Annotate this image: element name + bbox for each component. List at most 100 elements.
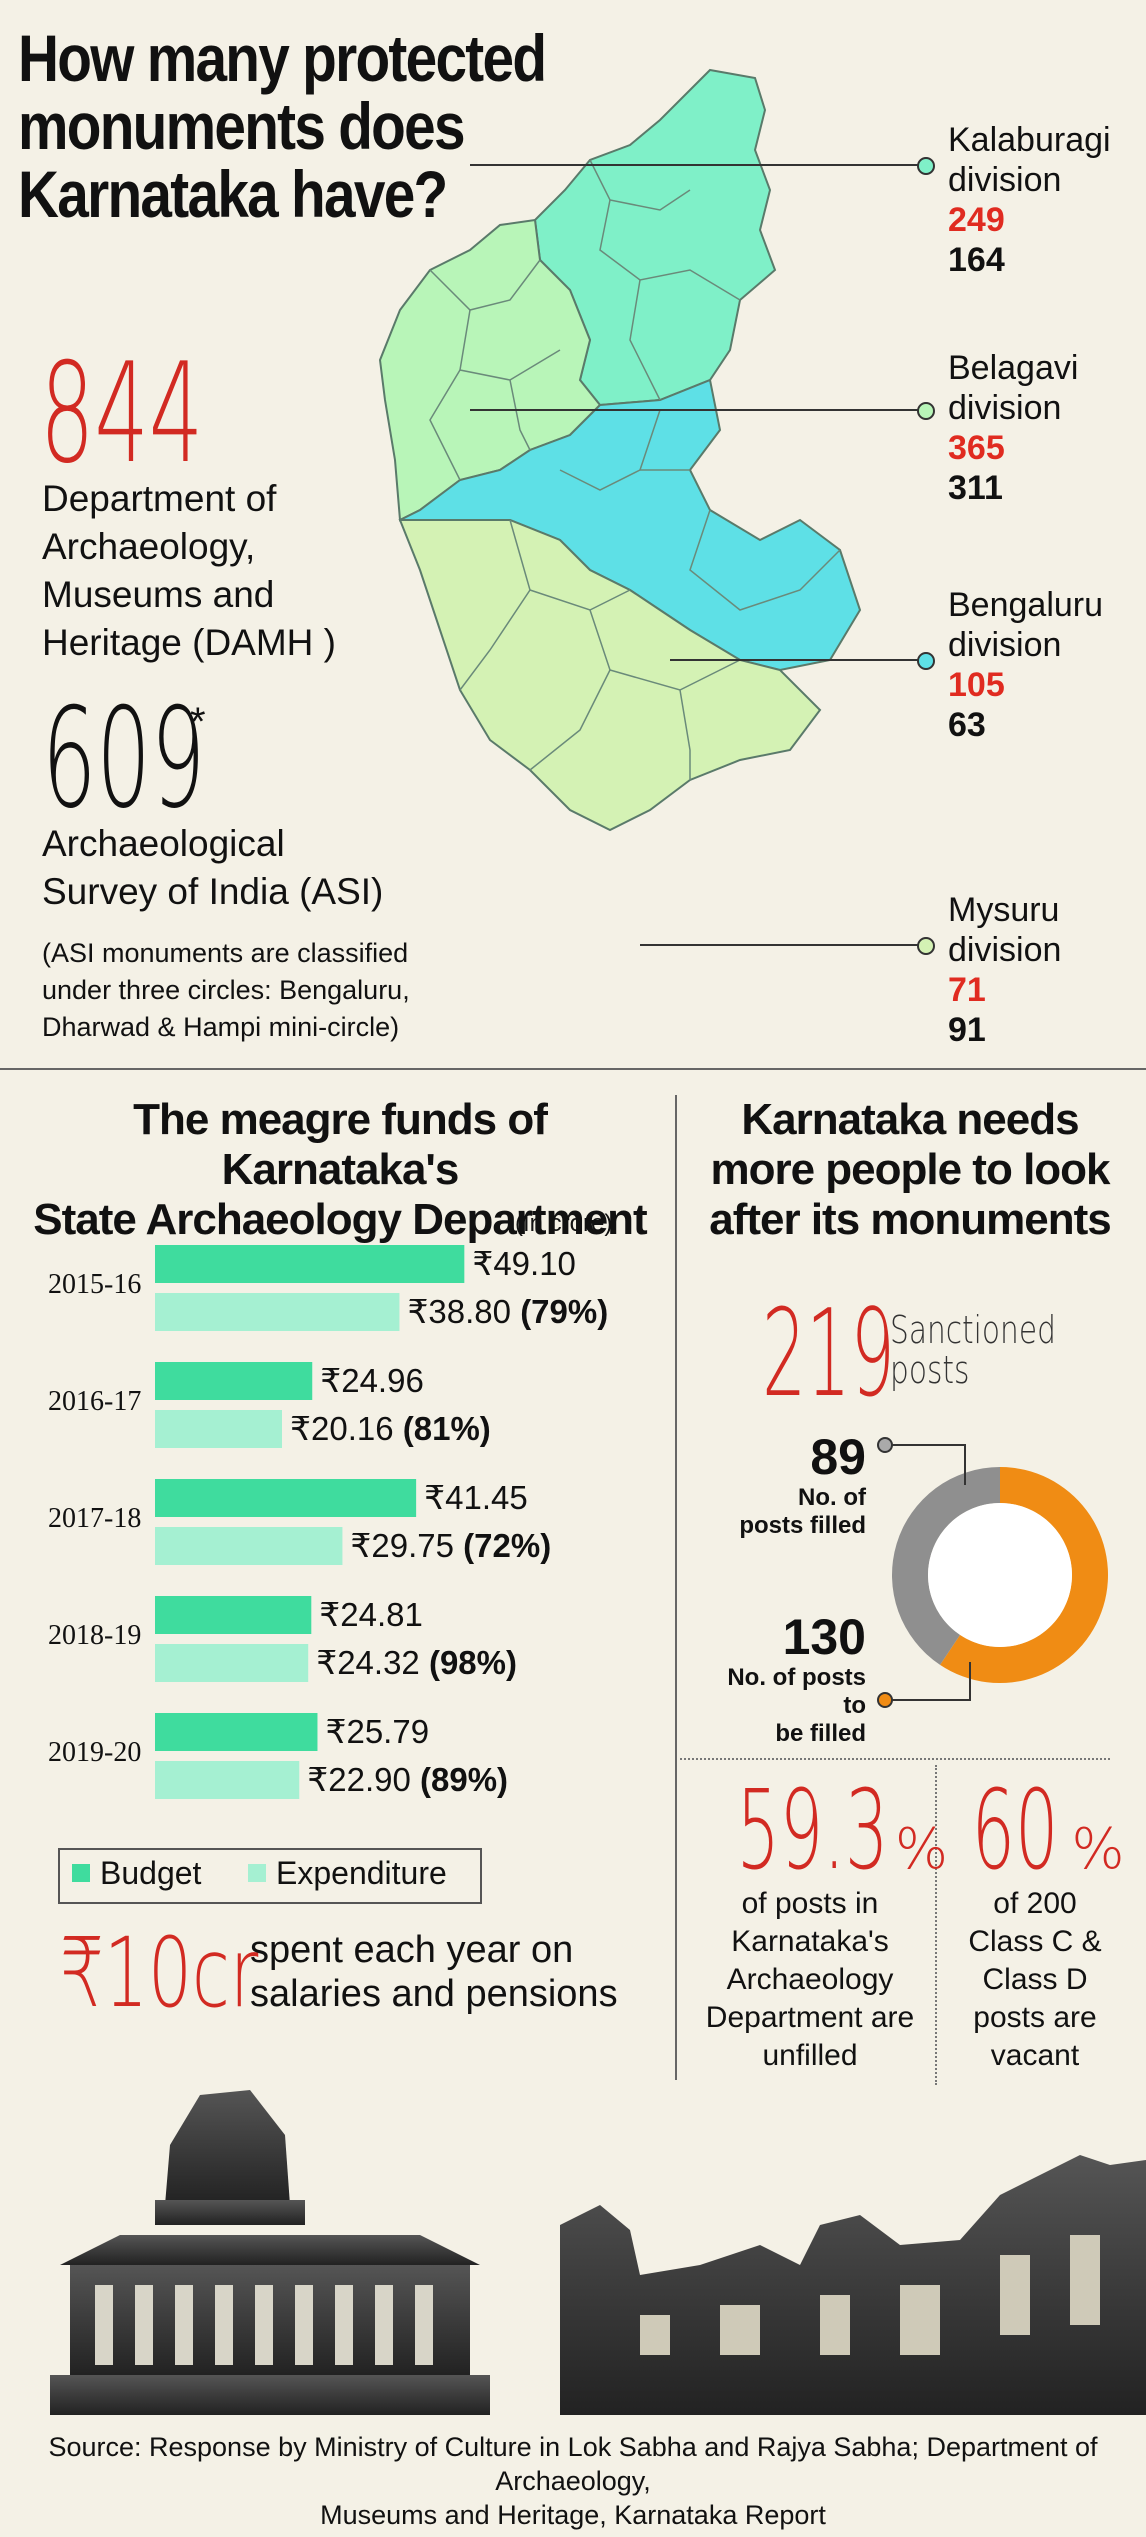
funds-title-line: State Archaeology Department (33, 1195, 647, 1244)
column-divider (675, 1095, 677, 2080)
damh-label: Department of Archaeology, Museums and H… (42, 475, 336, 667)
expenditure-pct-label: (81%) (403, 1410, 491, 1447)
budget-bar (155, 1479, 417, 1517)
budget-bar (155, 1713, 318, 1751)
division-damh-count: 249 (948, 201, 1005, 239)
staff-title: Karnataka needs more people to look afte… (690, 1095, 1130, 1245)
damh-label-line: Museums and (42, 574, 275, 615)
year-label: 2018-19 (48, 1620, 141, 1651)
division-name-suffix: division (948, 626, 1062, 664)
map-region-mysuru (398, 519, 822, 832)
stat-unfilled-text: of posts in Karnataka's Archaeology Depa… (690, 1885, 930, 2075)
donut-slice-filled (892, 1467, 1000, 1665)
budget-value-label: ₹24.96 (320, 1362, 424, 1399)
expenditure-pct-label: (79%) (520, 1293, 608, 1330)
salaries-text: spent each year on salaries and pensions (250, 1928, 618, 2016)
division-name: Kalaburagi (948, 121, 1111, 159)
expenditure-value-label: ₹29.75 (72%) (350, 1527, 551, 1564)
stats-dotted-column (935, 1765, 937, 2085)
section-divider (0, 1068, 1146, 1070)
posts-donut-chart (892, 1467, 1108, 1683)
asi-label: Archaeological Survey of India (ASI) (42, 820, 383, 916)
stat-text-line: Archaeology (726, 1963, 894, 1996)
filled-callout: 89 No. of posts filled (710, 1430, 866, 1540)
title-line-2: monuments does (18, 89, 466, 163)
stat-vacant-unit: % (1071, 1817, 1125, 1882)
title-line-1: How many protected (18, 21, 547, 95)
funds-title: The meagre funds of Karnataka's State Ar… (20, 1095, 660, 1245)
pointer-dot-belagavi (917, 402, 935, 420)
budget-bar (155, 1245, 465, 1283)
salaries-text-line: spent each year on (250, 1929, 574, 1971)
pointer-dot-kalaburagi (917, 157, 935, 175)
temple-left (50, 2090, 490, 2415)
donut-callout-lines (877, 1437, 971, 1708)
division-damh-count: 365 (948, 429, 1005, 467)
division-pointers (470, 164, 920, 946)
stat-vacant: 60% of 200 Class C & Class D posts are v… (945, 1775, 1125, 2075)
unit-label: (In crore) (515, 1210, 613, 1237)
stat-text-line: Class D (982, 1963, 1088, 1996)
expenditure-bar (155, 1293, 400, 1331)
salaries-text-line: salaries and pensions (250, 1973, 618, 2015)
expenditure-value-label: ₹24.32 (98%) (316, 1644, 517, 1681)
monument-illustration (50, 2090, 1146, 2415)
division-name-suffix: division (948, 161, 1062, 199)
damh-label-line: Department of (42, 478, 277, 519)
expenditure-value-label: ₹20.16 (81%) (290, 1410, 491, 1447)
division-name: Bengaluru (948, 586, 1104, 624)
division-name-suffix: division (948, 389, 1062, 427)
filled-label-line: posts filled (739, 1512, 866, 1539)
asi-note-line: (ASI monuments are classified (42, 938, 409, 968)
stat-unfilled-value: 59.3% (690, 1766, 949, 1894)
karnataka-map (378, 68, 920, 946)
stat-text-line: Class C & (968, 1925, 1102, 1958)
temple-right (560, 2155, 1146, 2415)
year-label: 2015-16 (48, 1269, 141, 1300)
year-label: 2019-20 (48, 1737, 141, 1768)
division-asi-count: 164 (948, 241, 1005, 279)
legend-swatch-expenditure (248, 1864, 266, 1882)
district-borders (429, 159, 841, 780)
stat-unfilled-number: 59.3 (736, 1766, 889, 1894)
division-kalaburagi: Kalaburagi division 249 164 (948, 120, 1111, 280)
budget-value-label: ₹49.10 (472, 1245, 576, 1282)
damh-label-line: Heritage (DAMH ) (42, 622, 336, 663)
division-name-suffix: division (948, 931, 1062, 969)
expenditure-value-label: ₹38.80 (79%) (407, 1293, 608, 1330)
legend-budget: Budget (100, 1855, 202, 1891)
asi-note-line: under three circles: Bengaluru, (42, 975, 410, 1005)
stat-vacant-value: 60% (945, 1775, 1125, 1885)
sanctioned-count: 219 (762, 1285, 895, 1424)
source-note: Source: Response by Ministry of Culture … (0, 2430, 1146, 2532)
to-fill-count: 130 (782, 1609, 866, 1665)
division-damh-count: 105 (948, 666, 1005, 704)
sanctioned-label-line: posts (890, 1348, 970, 1392)
asi-label-line: Survey of India (ASI) (42, 871, 384, 912)
division-asi-count: 63 (948, 706, 986, 744)
budget-bar (155, 1596, 312, 1634)
division-asi-count: 91 (948, 1011, 986, 1049)
pointer-dot-mysuru (917, 937, 935, 955)
stat-text-line: unfilled (762, 2039, 858, 2072)
stat-text-line: Karnataka's (731, 1925, 889, 1958)
stat-text-line: of 200 (993, 1887, 1077, 1920)
donut-slice-to-fill (940, 1467, 1108, 1683)
division-name: Mysuru (948, 891, 1060, 929)
legend-expenditure: Expenditure (276, 1855, 447, 1891)
to-fill-label-line: be filled (775, 1720, 866, 1747)
source-line: Museums and Heritage, Karnataka Report (320, 2500, 826, 2530)
pointer-dot-bengaluru (917, 652, 935, 670)
damh-count: 844 (40, 333, 204, 494)
donut-hole (928, 1503, 1072, 1647)
stat-text-line: posts are (973, 2001, 1097, 2034)
staff-title-line: after its monuments (709, 1195, 1112, 1244)
expenditure-value-label: ₹22.90 (89%) (307, 1761, 508, 1798)
stats-dotted-divider (680, 1758, 1110, 1760)
division-belagavi: Belagavi division 365 311 (948, 348, 1078, 508)
filled-label-line: No. of (798, 1484, 866, 1511)
sanctioned-label-line: Sanctioned (890, 1308, 1056, 1352)
asi-footnote-star: * (190, 700, 206, 744)
division-name: Belagavi (948, 349, 1079, 387)
asi-label-line: Archaeological (42, 823, 285, 864)
